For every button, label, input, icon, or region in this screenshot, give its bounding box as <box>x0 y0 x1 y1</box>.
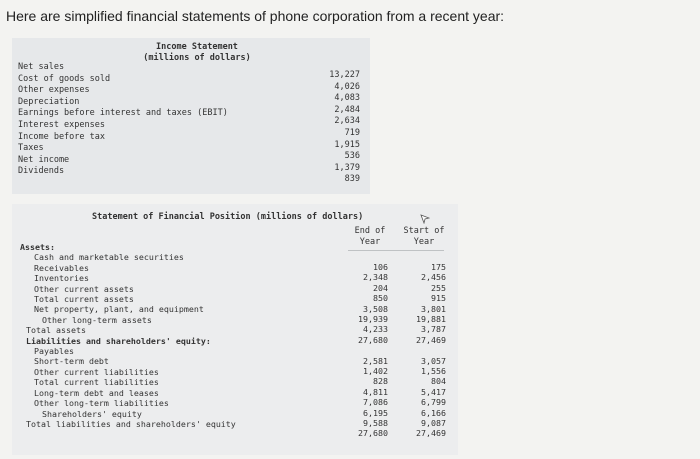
col-start-line2: Year <box>413 237 435 247</box>
asset-label: Net property, plant, and equipment <box>34 304 204 315</box>
income-label: Dividends <box>18 166 65 177</box>
asset-label: Receivables <box>34 262 89 273</box>
income-statement-title: Income Statement (millions of dollars) <box>132 42 262 64</box>
asset-start-value: 27,469 <box>416 334 446 345</box>
income-value: 719 <box>344 127 360 138</box>
income-label: Taxes <box>18 143 44 154</box>
liability-end-value: 9,588 <box>363 418 388 429</box>
income-value: 13,227 <box>329 70 360 80</box>
income-label: Net sales <box>18 62 65 72</box>
asset-end-value: 204 <box>373 282 388 293</box>
start-of-year-values: 175 2,456 255 915 3,801 19,881 3,787 27,… <box>390 262 446 439</box>
col-start-line1: Start of <box>403 226 445 236</box>
liability-start-value: 27,469 <box>416 428 446 439</box>
income-label: Depreciation <box>18 96 80 107</box>
asset-start-value: 3,801 <box>421 303 446 314</box>
asset-end-value: 106 <box>373 262 388 272</box>
income-value: 4,083 <box>334 93 360 104</box>
asset-start-value: 19,881 <box>416 314 446 325</box>
asset-end-value: 27,680 <box>358 334 388 345</box>
pointer-cursor-icon <box>420 214 430 224</box>
liability-start-value: 9,087 <box>421 418 446 429</box>
position-labels: Assets: Cash and marketable securities R… <box>20 242 236 429</box>
liabilities-heading: Liabilities and shareholders' equity: <box>26 335 211 346</box>
income-label: Earnings before interest and taxes (EBIT… <box>18 108 228 119</box>
liability-start-value: 6,799 <box>421 397 446 408</box>
liability-label: Total current liabilities <box>34 377 159 388</box>
liability-label: Payables <box>34 346 74 357</box>
liability-label: Long-term debt and leases <box>34 387 159 398</box>
asset-end-value: 850 <box>373 293 388 304</box>
income-label: Interest expenses <box>18 119 105 130</box>
liability-label: Other long-term liabilities <box>34 398 169 409</box>
income-title-line2: (millions of dollars) <box>143 53 251 63</box>
liability-end-value: 7,086 <box>363 397 388 408</box>
liability-label: Short-term debt <box>34 356 109 367</box>
income-statement-panel: Income Statement (millions of dollars) N… <box>12 38 370 194</box>
liability-end-value: 2,581 <box>363 355 388 366</box>
col-end-line1: End of <box>354 226 386 236</box>
liability-start-value: 3,057 <box>421 355 446 366</box>
income-label: Other expenses <box>18 85 90 96</box>
column-header-end-of-year: End of Year <box>348 226 392 248</box>
asset-end-value: 4,233 <box>363 324 388 335</box>
asset-label: Total assets <box>26 325 86 336</box>
financial-position-title: Statement of Financial Position (million… <box>92 212 364 222</box>
liability-label: Other current liabilities <box>34 366 159 377</box>
income-value: 536 <box>344 151 360 162</box>
liability-label: Shareholders' equity <box>42 408 142 419</box>
asset-label: Total current assets <box>34 294 134 305</box>
liability-end-value: 4,811 <box>363 386 388 397</box>
asset-start-value: 915 <box>431 293 446 304</box>
end-of-year-values: 106 2,348 204 850 3,508 19,939 4,233 27,… <box>332 262 388 439</box>
liability-start-value: 1,556 <box>421 366 446 377</box>
asset-start-value: 2,456 <box>421 272 446 283</box>
asset-start-value: 255 <box>431 282 446 293</box>
income-label: Cost of goods sold <box>18 73 111 84</box>
asset-start-value: 175 <box>431 262 446 272</box>
income-value: 2,634 <box>334 116 360 127</box>
asset-label: Other long-term assets <box>42 314 152 325</box>
income-value: 2,484 <box>334 104 360 115</box>
asset-end-value: 3,508 <box>363 303 388 314</box>
liability-end-value: 1,402 <box>363 366 388 377</box>
liability-label: Total liabilities and shareholders' equi… <box>26 418 236 429</box>
income-values: 13,227 4,026 4,083 2,484 2,634 719 1,915… <box>312 70 360 186</box>
liability-end-value: 6,195 <box>363 407 388 418</box>
asset-label: Inventories <box>34 273 89 284</box>
income-value: 839 <box>344 174 360 185</box>
liability-start-value: 804 <box>431 376 446 387</box>
asset-label: Cash and marketable securities <box>34 252 184 263</box>
asset-end-value: 19,939 <box>358 314 388 325</box>
assets-heading: Assets: <box>20 242 55 252</box>
income-title-line1: Income Statement <box>156 42 238 52</box>
liability-start-value: 5,417 <box>421 386 446 397</box>
income-label: Income before tax <box>18 131 105 142</box>
financial-position-panel: Statement of Financial Position (million… <box>12 204 458 455</box>
liability-start-value: 6,166 <box>421 407 446 418</box>
column-header-start-of-year: Start of Year <box>402 226 446 248</box>
question-prompt: Here are simplified financial statements… <box>6 8 505 24</box>
income-value: 4,026 <box>334 81 360 92</box>
col-end-line2: Year <box>359 237 381 247</box>
asset-end-value: 2,348 <box>363 272 388 283</box>
income-labels: Net sales Cost of goods sold Other expen… <box>18 62 228 178</box>
income-value: 1,915 <box>334 139 360 150</box>
header-divider <box>348 250 444 251</box>
asset-label: Other current assets <box>34 283 134 294</box>
income-label: Net income <box>18 154 70 165</box>
asset-start-value: 3,787 <box>421 324 446 335</box>
liability-end-value: 27,680 <box>358 428 388 439</box>
liability-end-value: 828 <box>373 376 388 387</box>
income-value: 1,379 <box>334 162 360 173</box>
